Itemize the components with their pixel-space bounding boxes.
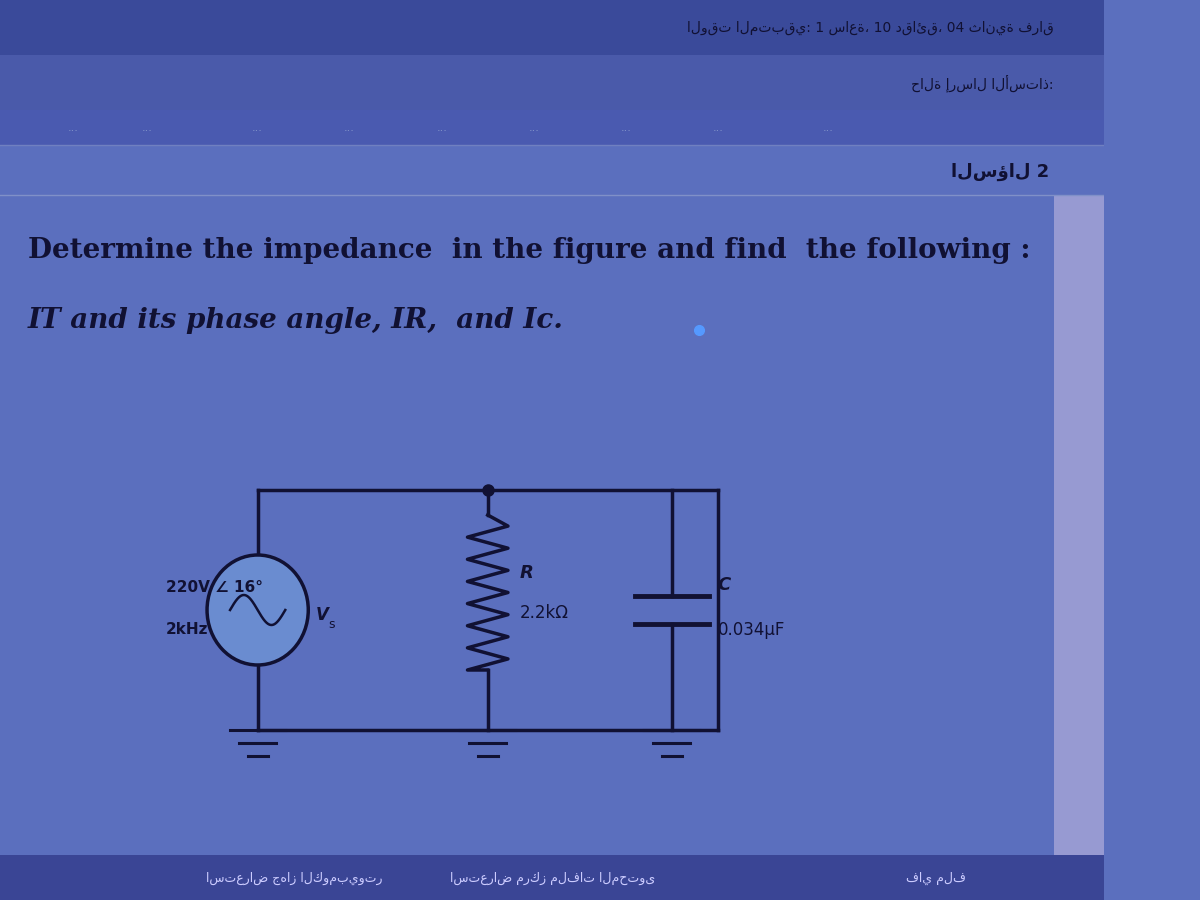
FancyBboxPatch shape — [0, 110, 1104, 145]
Text: Determine the impedance  in the figure and find  the following :: Determine the impedance in the figure an… — [28, 237, 1030, 264]
FancyBboxPatch shape — [0, 0, 1104, 55]
Text: استعراض مركز ملفات المحتوى: استعراض مركز ملفات المحتوى — [450, 871, 655, 885]
Text: فاي ملف: فاي ملف — [906, 871, 966, 885]
Text: ...: ... — [620, 123, 631, 133]
Text: ...: ... — [437, 123, 448, 133]
FancyBboxPatch shape — [0, 195, 1104, 860]
Text: ...: ... — [823, 123, 834, 133]
Text: 2kHz: 2kHz — [166, 623, 208, 637]
Text: ...: ... — [344, 123, 355, 133]
Text: استعراض جهاز الكومبيوتر: استعراض جهاز الكومبيوتر — [206, 871, 383, 885]
Text: 0.034μF: 0.034μF — [718, 621, 785, 639]
Text: R: R — [520, 563, 534, 581]
Text: السؤال 2: السؤال 2 — [950, 163, 1049, 181]
Text: ...: ... — [713, 123, 724, 133]
Text: ...: ... — [68, 123, 79, 133]
Text: ...: ... — [252, 123, 263, 133]
Text: حالة إرسال الأستاذ:: حالة إرسال الأستاذ: — [911, 74, 1054, 92]
FancyBboxPatch shape — [0, 855, 1104, 900]
Text: C: C — [718, 576, 731, 594]
Text: 2.2kΩ: 2.2kΩ — [520, 604, 569, 622]
Text: s: s — [329, 617, 335, 631]
FancyBboxPatch shape — [1054, 0, 1104, 900]
Circle shape — [208, 555, 308, 665]
Text: IT and its phase angle, IR,  and Ic.: IT and its phase angle, IR, and Ic. — [28, 307, 564, 334]
Text: V: V — [316, 606, 329, 624]
Text: الوقت المتبقي: 1 ساعة، 10 دقائق، 04 ثانية فراق: الوقت المتبقي: 1 ساعة، 10 دقائق، 04 ثاني… — [686, 21, 1054, 35]
FancyBboxPatch shape — [0, 145, 1104, 195]
Text: 220V ∠ 16°: 220V ∠ 16° — [166, 580, 263, 596]
Text: ...: ... — [142, 123, 152, 133]
Text: ...: ... — [528, 123, 539, 133]
FancyBboxPatch shape — [0, 55, 1104, 110]
